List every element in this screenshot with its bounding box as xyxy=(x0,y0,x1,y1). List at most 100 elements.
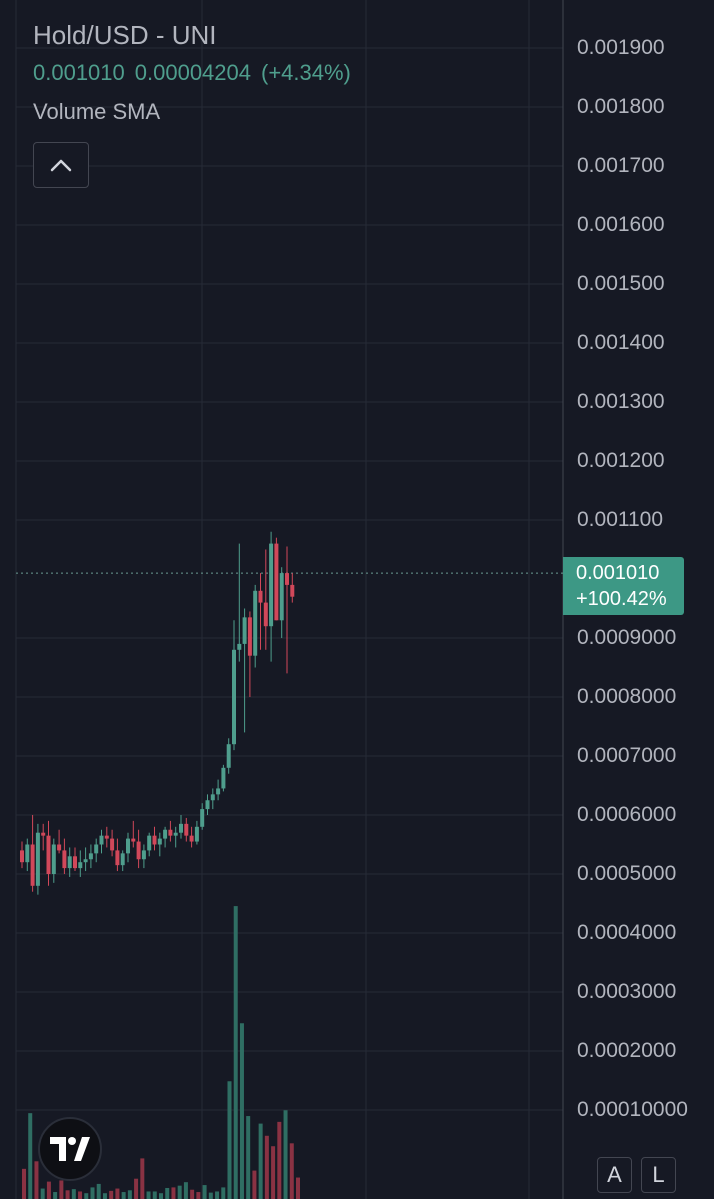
volume-bar xyxy=(127,1190,132,1199)
candle-body xyxy=(30,844,35,886)
candle-body xyxy=(99,835,104,845)
volume-bar xyxy=(146,1191,151,1199)
chart-grid xyxy=(15,0,563,1199)
volume-bar xyxy=(208,1192,213,1199)
candle-body xyxy=(62,850,67,869)
candle-body xyxy=(179,823,183,833)
candle-body xyxy=(168,829,173,836)
price-quote: 0.001010 0.00004204 (+4.34%) xyxy=(33,58,361,88)
volume-bar xyxy=(78,1191,83,1199)
candle-body xyxy=(285,573,289,585)
candle-body xyxy=(57,844,62,851)
y-tick-label: 0.0003000 xyxy=(577,980,677,1003)
candle-body xyxy=(41,832,46,836)
volume-bar xyxy=(296,1177,300,1199)
y-tick-label: 0.001800 xyxy=(577,95,665,118)
volume-bar xyxy=(22,1168,26,1199)
candle-body xyxy=(210,794,215,801)
volume-bar xyxy=(183,1182,188,1199)
auto-scale-button[interactable]: A xyxy=(597,1157,632,1193)
volume-bar xyxy=(171,1187,176,1199)
volume-bar xyxy=(159,1193,163,1199)
volume-bar xyxy=(121,1192,126,1199)
y-tick-label: 0.0005000 xyxy=(577,862,677,885)
volume-bar xyxy=(165,1187,170,1199)
volume-bar xyxy=(215,1191,220,1199)
candle-body xyxy=(126,838,130,854)
candle-body xyxy=(147,835,152,851)
tradingview-logo[interactable] xyxy=(38,1117,102,1181)
volume-bar xyxy=(264,1135,269,1199)
candle-body xyxy=(205,800,210,810)
volume-sma-study[interactable]: Volume SMA xyxy=(33,99,161,124)
volume-bar xyxy=(134,1178,139,1199)
volume-bar xyxy=(246,1116,251,1199)
y-tick-label: 0.0009000 xyxy=(577,626,677,649)
candle-body xyxy=(20,850,24,863)
volume-bar xyxy=(59,1180,64,1199)
candle-body xyxy=(141,850,146,860)
candle-body xyxy=(131,838,136,842)
candle-body xyxy=(25,844,30,863)
volume-bar xyxy=(46,1181,51,1199)
candle-body xyxy=(247,617,252,656)
y-tick-label: 0.001500 xyxy=(577,272,665,295)
candle-body xyxy=(263,602,268,627)
volume-bar xyxy=(53,1192,58,1199)
symbol-title[interactable]: Hold/USD - UNI xyxy=(33,20,217,50)
volume-bar xyxy=(277,1121,282,1199)
volume-bar xyxy=(84,1193,89,1199)
volume-bar xyxy=(71,1189,76,1199)
log-scale-button[interactable]: L xyxy=(641,1157,676,1193)
candle-body xyxy=(194,826,199,842)
volume-bar xyxy=(96,1183,101,1199)
candle-body xyxy=(274,543,279,621)
price-tag-value: 0.001010 xyxy=(576,562,660,584)
volume-bar xyxy=(140,1158,145,1199)
candle-body xyxy=(189,835,194,842)
volume-bar xyxy=(233,906,238,1199)
volume-bar xyxy=(239,1023,244,1199)
candle-body xyxy=(253,590,258,656)
volume-bar xyxy=(34,1161,39,1199)
y-tick-label: 0.0007000 xyxy=(577,744,677,767)
last-price-tag: 0.001010 +100.42% xyxy=(563,557,684,615)
candle-body xyxy=(290,584,295,597)
volume-bar xyxy=(190,1189,195,1199)
candle-body xyxy=(269,543,274,627)
candle-body xyxy=(136,841,141,860)
tradingview-logo-icon xyxy=(50,1137,90,1161)
candle-body xyxy=(78,862,83,869)
candle-body xyxy=(200,809,205,827)
volume-bar xyxy=(40,1188,45,1199)
volume-bar xyxy=(196,1192,201,1199)
volume-bar xyxy=(271,1146,276,1199)
y-tick-label: 0.0004000 xyxy=(577,921,677,944)
y-tick-label: 0.001300 xyxy=(577,390,665,413)
candle-body xyxy=(94,844,99,854)
candle-body xyxy=(110,838,115,851)
volume-bar xyxy=(65,1190,70,1199)
volume-bar xyxy=(289,1143,294,1199)
candle-body xyxy=(173,832,178,836)
candle-body xyxy=(46,835,51,874)
candle-body xyxy=(104,835,109,839)
y-tick-label: 0.001600 xyxy=(577,213,665,236)
last-price: 0.001010 xyxy=(33,60,125,85)
candle-body xyxy=(115,850,120,866)
y-tick-label: 0.001700 xyxy=(577,154,665,177)
y-tick-label: 0.001400 xyxy=(577,331,665,354)
volume-bar xyxy=(152,1191,157,1199)
collapse-legend-button[interactable] xyxy=(33,142,89,188)
volume-bar xyxy=(227,1081,232,1199)
volume-bar xyxy=(115,1188,120,1199)
y-tick-label: 0.001100 xyxy=(577,508,664,531)
candle-body xyxy=(279,573,284,621)
candle-body xyxy=(73,856,77,869)
y-tick-label: 0.001200 xyxy=(577,449,665,472)
candle-body xyxy=(258,590,263,603)
y-tick-label: 0.0008000 xyxy=(577,685,677,708)
candle-body xyxy=(242,617,247,644)
volume-bar xyxy=(252,1170,257,1199)
